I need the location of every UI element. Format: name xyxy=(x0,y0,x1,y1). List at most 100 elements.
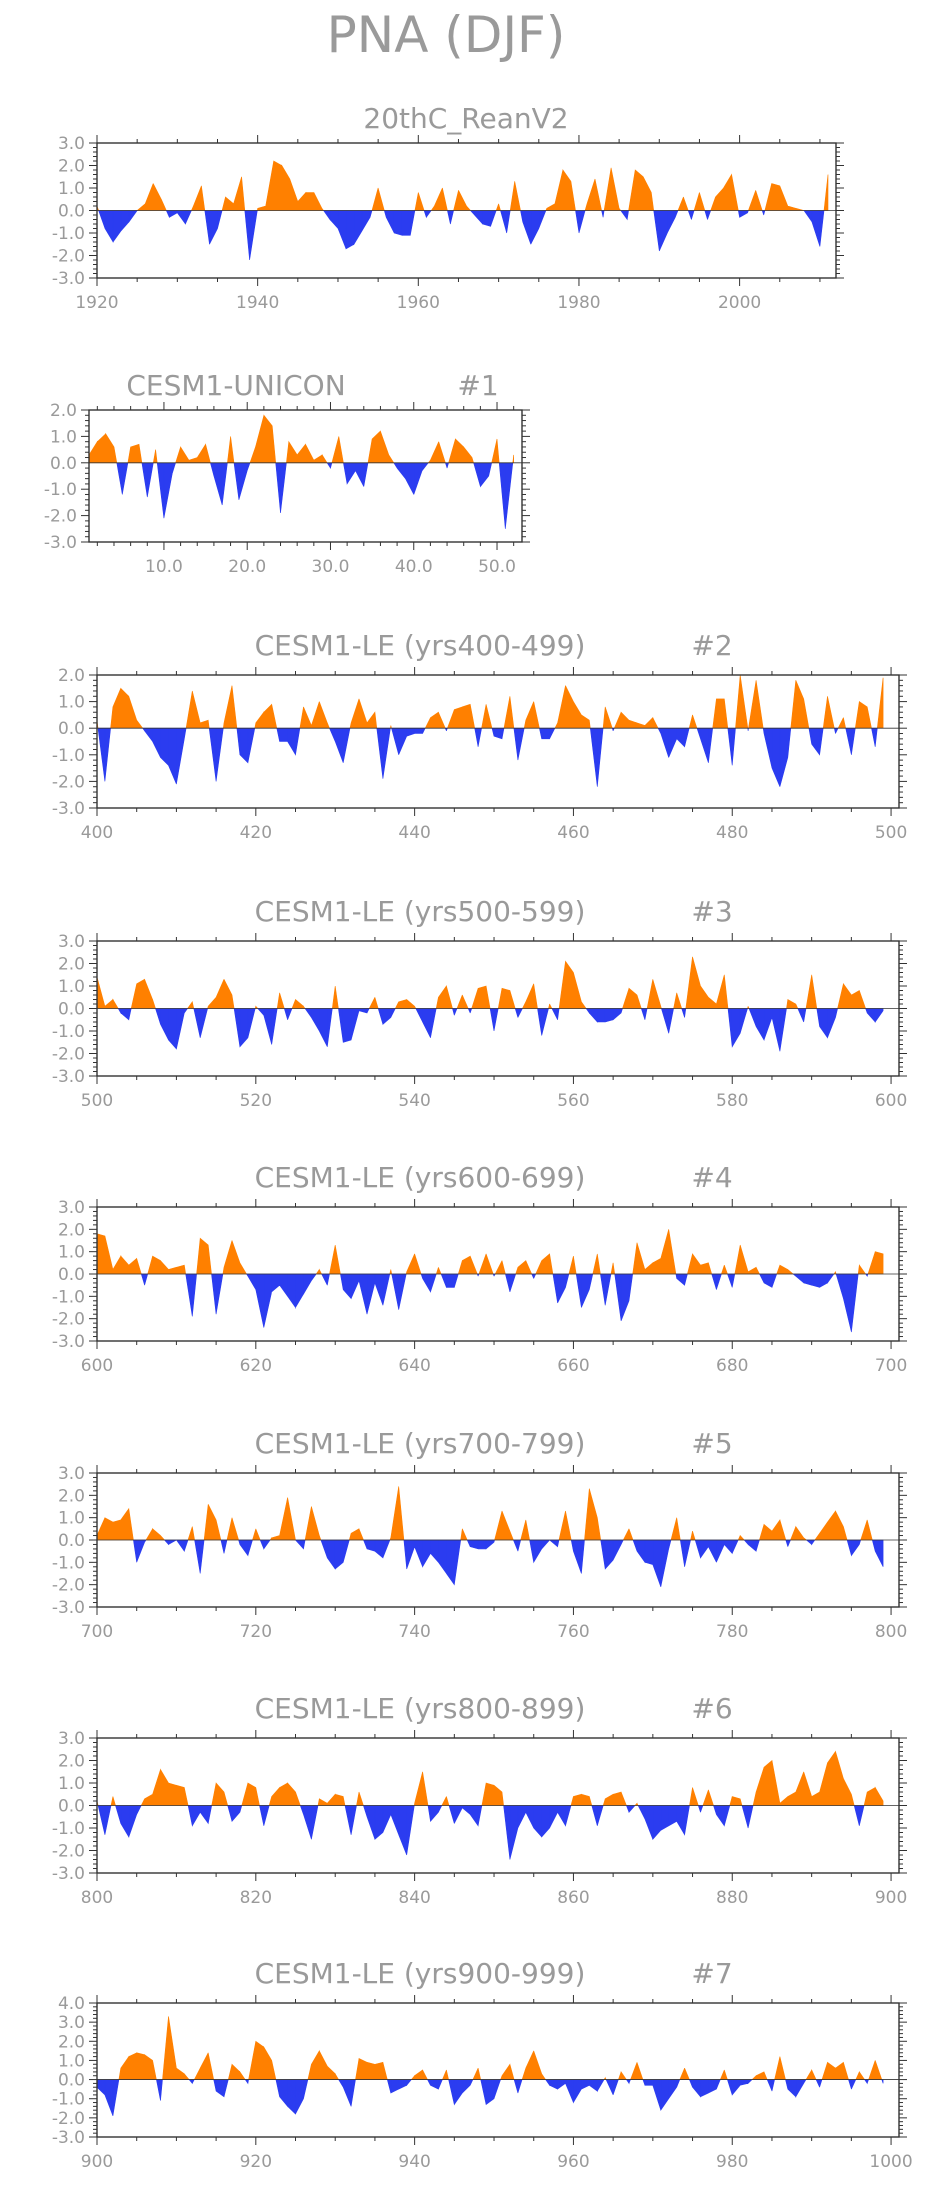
x-tick-label: 620 xyxy=(240,1356,272,1376)
positive-anomaly-area xyxy=(96,1750,884,1806)
x-tick-label: 960 xyxy=(557,2152,589,2172)
x-tick-label: 20.0 xyxy=(228,557,266,577)
panel-6: CESM1-LE (yrs700-799) #5 3.02.0 1.00.0-1.0 -… xyxy=(52,1427,907,1642)
y-tick-label: 1.0 xyxy=(50,427,77,447)
panel-2: CESM1-UNICON #1 2.0 1.0 0.0 -1.0 -2.0 -3.0 10.0 2… xyxy=(44,369,530,577)
positive-anomaly-area xyxy=(96,956,867,1009)
y-tick-label: -2.0 xyxy=(52,1576,85,1596)
y-tick-label: 1.0 xyxy=(58,179,85,199)
panel-8: CESM1-LE (yrs900-999) #7 4.03.02.01.00.0-1… xyxy=(52,1957,913,2172)
x-tick-label: 1940 xyxy=(236,293,279,313)
y-tick-label: 3.0 xyxy=(58,2013,85,2033)
y-tick-label: 2.0 xyxy=(58,1486,85,1506)
x-tick-label: 600 xyxy=(875,1091,907,1111)
panel-title: CESM1-UNICON xyxy=(126,369,345,402)
x-tick-label: 660 xyxy=(557,1356,589,1376)
y-tick-label: -1.0 xyxy=(52,1819,85,1839)
y-tick-label: 0.0 xyxy=(58,1797,85,1817)
x-tick-label: 1000 xyxy=(869,2152,912,2172)
x-tick-label: 400 xyxy=(81,823,113,843)
panel-title: CESM1-LE (yrs700-799) xyxy=(255,1427,586,1460)
x-tick-label: 520 xyxy=(240,1091,272,1111)
plot-frame xyxy=(96,2002,900,2138)
y-tick-label: -3.0 xyxy=(52,2128,85,2148)
positive-anomaly-area xyxy=(88,414,514,464)
x-tick-label: 740 xyxy=(398,1622,430,1642)
x-tick-label: 860 xyxy=(557,1888,589,1908)
negative-anomaly-area xyxy=(117,1008,884,1052)
y-tick-label: 0.0 xyxy=(58,1531,85,1551)
y-tick-label: 2.0 xyxy=(58,1220,85,1240)
y-tick-label: -1.0 xyxy=(52,746,85,766)
x-tick-label: 1980 xyxy=(557,293,600,313)
x-tick-label: 1960 xyxy=(397,293,440,313)
negative-anomaly-area xyxy=(96,2079,884,2117)
x-tick-label: 420 xyxy=(240,823,272,843)
y-tick-label: -2.0 xyxy=(52,1045,85,1065)
ensemble-label: #6 xyxy=(691,1692,732,1725)
y-tick-label: -3.0 xyxy=(52,1864,85,1884)
y-tick-label: 3.0 xyxy=(58,134,85,154)
y-tick-label: 1.0 xyxy=(58,1243,85,1263)
ensemble-label: #4 xyxy=(691,1161,732,1194)
ensemble-label: #5 xyxy=(691,1427,732,1460)
y-tick-label: 2.0 xyxy=(58,666,85,686)
y-tick-label: 1.0 xyxy=(58,1774,85,1794)
y-tick-label: -2.0 xyxy=(52,247,85,267)
x-tick-label: 920 xyxy=(240,2152,272,2172)
panel-title: CESM1-LE (yrs600-699) xyxy=(255,1161,586,1194)
x-tick-label: 680 xyxy=(716,1356,748,1376)
x-tick-label: 10.0 xyxy=(145,557,183,577)
y-tick-label: -2.0 xyxy=(52,1310,85,1330)
positive-anomaly-area xyxy=(96,1229,884,1275)
x-tick-label: 700 xyxy=(81,1622,113,1642)
y-tick-label: -3.0 xyxy=(44,533,77,553)
y-tick-label: 3.0 xyxy=(58,1729,85,1749)
y-tick-label: -3.0 xyxy=(52,1598,85,1618)
x-tick-label: 500 xyxy=(81,1091,113,1111)
y-tick-label: 2.0 xyxy=(58,1752,85,1772)
y-tick-label: -1.0 xyxy=(52,1022,85,1042)
y-tick-label: -2.0 xyxy=(52,2109,85,2129)
x-tick-label: 2000 xyxy=(718,293,761,313)
y-tick-label: 4.0 xyxy=(58,1994,85,2014)
negative-anomaly-area xyxy=(97,1805,865,1860)
negative-anomaly-area xyxy=(133,1539,884,1588)
y-tick-label: 0.0 xyxy=(50,454,77,474)
positive-anomaly-area xyxy=(118,2016,883,2080)
x-tick-label: 480 xyxy=(716,823,748,843)
y-tick-label: -1.0 xyxy=(44,480,77,500)
negative-anomaly-area xyxy=(116,462,514,529)
x-tick-label: 580 xyxy=(716,1091,748,1111)
x-tick-label: 980 xyxy=(716,2152,748,2172)
y-tick-label: 1.0 xyxy=(58,977,85,997)
ensemble-label: #7 xyxy=(691,1957,732,1990)
panel-4: CESM1-LE (yrs500-599) #3 3.0 2.01.0 0.0-1.0 -… xyxy=(52,895,907,1111)
panel-7: CESM1-LE (yrs800-899) #6 3.0 2.01.0 0.0-1.0 -… xyxy=(52,1692,907,1908)
x-tick-label: 40.0 xyxy=(395,557,433,577)
panel-1: 20thC_ReanV2 3.0 2.01.0 0.0-1.0 -2.0-3.0 1920… xyxy=(52,102,844,313)
x-tick-label: 880 xyxy=(716,1888,748,1908)
panel-title: CESM1-LE (yrs900-999) xyxy=(255,1957,586,1990)
y-tick-label: 2.0 xyxy=(58,2032,85,2052)
positive-anomaly-area xyxy=(96,1486,873,1541)
y-tick-label: -1.0 xyxy=(52,224,85,244)
positive-anomaly-area xyxy=(96,674,884,729)
y-tick-label: 3.0 xyxy=(58,932,85,952)
panel-3: CESM1-LE (yrs400-499) #2 2.0 1.0 0.0 -1.0 -2.0… xyxy=(52,629,907,843)
y-tick-label: 0.0 xyxy=(58,719,85,739)
negative-anomaly-area xyxy=(98,210,825,261)
x-tick-label: 540 xyxy=(398,1091,430,1111)
y-tick-label: 1.0 xyxy=(58,2051,85,2071)
panel-5: CESM1-LE (yrs600-699) #4 3.02.0 1.00.0-1.0 -… xyxy=(52,1161,907,1376)
x-tick-label: 600 xyxy=(81,1356,113,1376)
x-tick-label: 1920 xyxy=(75,293,118,313)
negative-anomaly-area xyxy=(97,727,878,787)
y-tick-label: -3.0 xyxy=(52,1067,85,1087)
x-tick-label: 700 xyxy=(875,1356,907,1376)
panel-title: CESM1-LE (yrs400-499) xyxy=(255,629,586,662)
x-tick-label: 30.0 xyxy=(312,557,350,577)
y-tick-label: 0.0 xyxy=(58,1265,85,1285)
y-tick-label: 2.0 xyxy=(58,955,85,975)
